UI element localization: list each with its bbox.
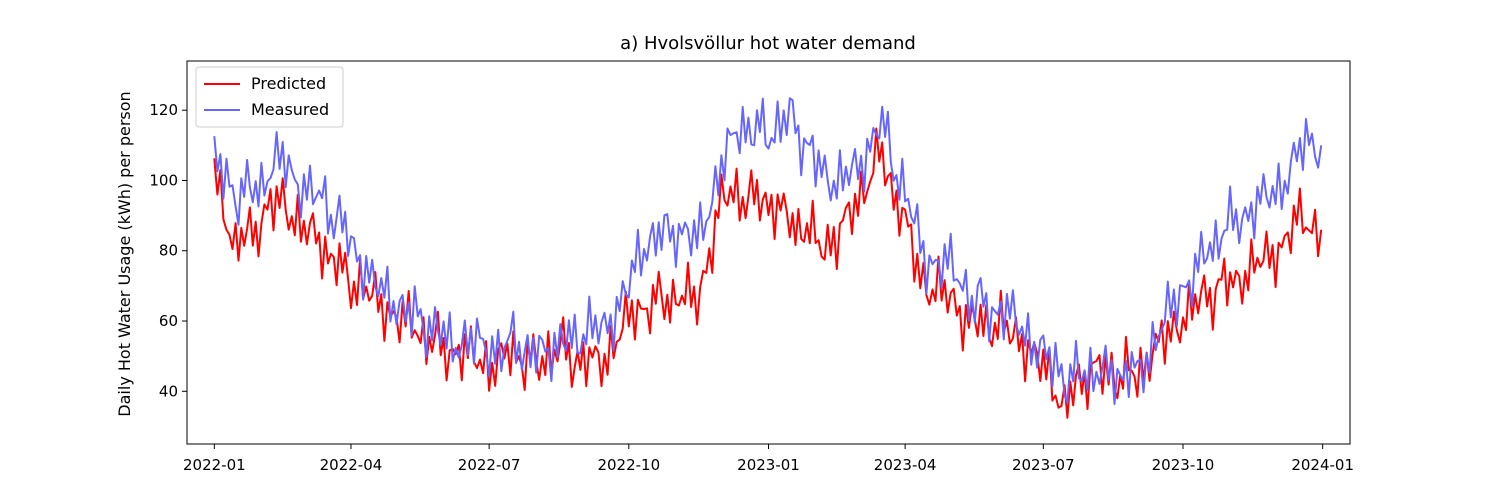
y-tick-label: 60: [159, 312, 178, 330]
x-tick-label: 2022-10: [597, 456, 660, 474]
x-tick-label: 2023-01: [737, 456, 800, 474]
legend-label-measured: Measured: [251, 100, 329, 119]
x-tick-label: 2024-01: [1291, 456, 1354, 474]
y-tick-label: 100: [149, 171, 178, 189]
legend: Predicted Measured: [195, 66, 344, 128]
series-line-measured: [213, 97, 1323, 406]
x-tick-label: 2023-04: [874, 456, 937, 474]
chart-title: a) Hvolsvöllur hot water demand: [620, 33, 916, 54]
x-tick-label: 2022-04: [320, 456, 383, 474]
x-tick-label: 2022-01: [183, 456, 246, 474]
legend-label-predicted: Predicted: [251, 74, 326, 93]
x-tick-label: 2022-07: [458, 456, 521, 474]
y-axis-ticks: 40 60 80 100 120: [149, 101, 187, 400]
x-tick-label: 2023-10: [1152, 456, 1215, 474]
series-line-predicted: [213, 127, 1323, 419]
y-tick-label: 40: [159, 382, 178, 400]
y-tick-label: 120: [149, 101, 178, 119]
y-tick-label: 80: [159, 242, 178, 260]
legend-box: [195, 66, 344, 128]
x-tick-label: 2023-07: [1012, 456, 1075, 474]
y-axis-label: Daily Hot Water Usage (kWh) per person: [115, 91, 134, 416]
x-axis-ticks: 2022-01 2022-04 2022-07 2022-10 2023-01 2023-…: [183, 444, 1354, 474]
plot-lines: [213, 97, 1323, 419]
plot-frame: [186, 60, 1351, 445]
